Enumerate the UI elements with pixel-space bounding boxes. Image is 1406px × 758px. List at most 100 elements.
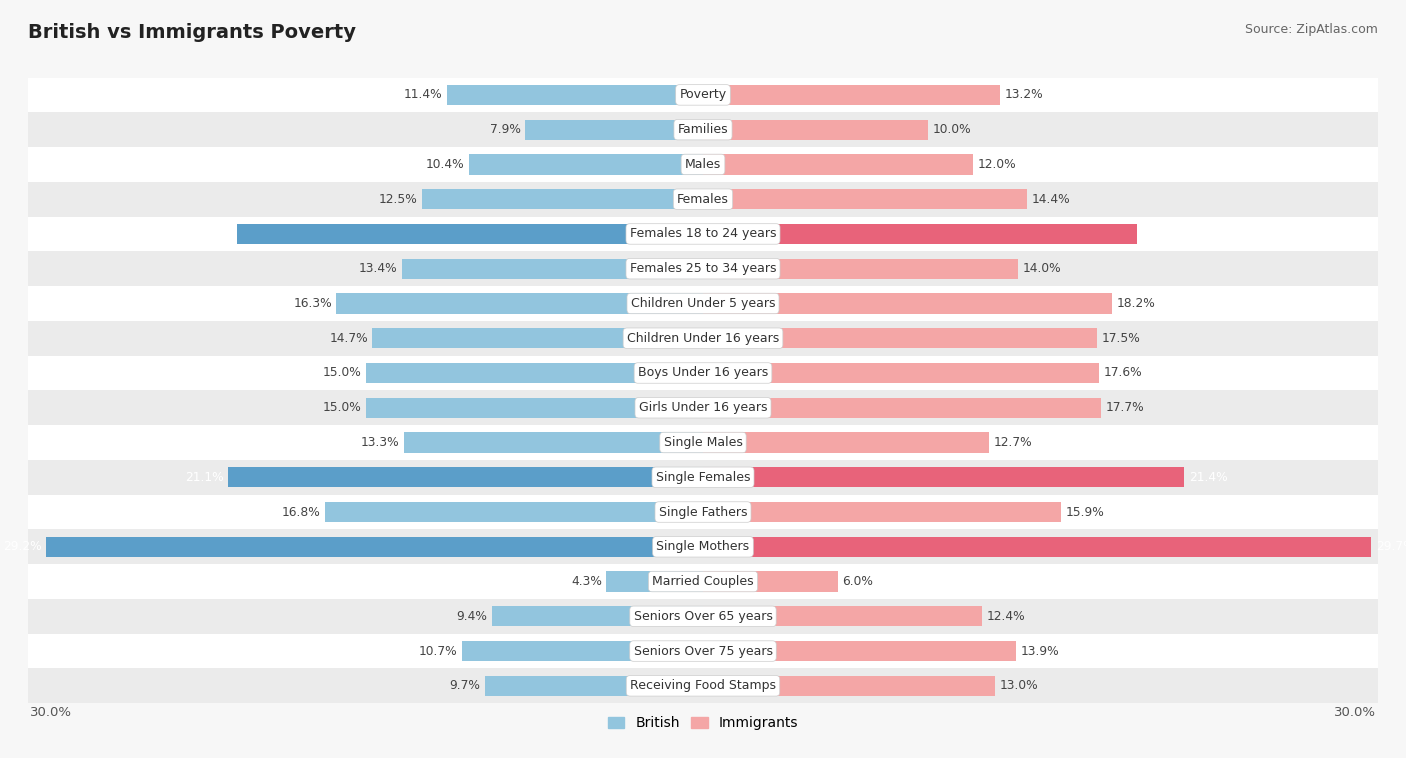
- Bar: [703, 85, 1000, 105]
- Text: 13.4%: 13.4%: [359, 262, 396, 275]
- Bar: [28, 599, 1378, 634]
- Text: 15.0%: 15.0%: [322, 366, 361, 380]
- Bar: [28, 564, 1378, 599]
- Bar: [703, 363, 1099, 383]
- Text: 12.0%: 12.0%: [977, 158, 1017, 171]
- Bar: [325, 502, 703, 522]
- Text: 12.5%: 12.5%: [378, 193, 418, 205]
- Text: 21.1%: 21.1%: [186, 471, 224, 484]
- Bar: [703, 293, 1112, 314]
- Bar: [366, 398, 703, 418]
- Bar: [28, 529, 1378, 564]
- Text: 15.9%: 15.9%: [1066, 506, 1104, 518]
- Text: Poverty: Poverty: [679, 89, 727, 102]
- Bar: [703, 155, 973, 174]
- Text: 13.0%: 13.0%: [1000, 679, 1039, 692]
- Text: 12.4%: 12.4%: [987, 609, 1025, 623]
- Bar: [238, 224, 703, 244]
- Bar: [28, 390, 1378, 425]
- Bar: [28, 425, 1378, 460]
- Text: 17.5%: 17.5%: [1101, 332, 1140, 345]
- Text: 14.0%: 14.0%: [1022, 262, 1062, 275]
- Bar: [422, 189, 703, 209]
- Text: 20.7%: 20.7%: [194, 227, 233, 240]
- Bar: [28, 356, 1378, 390]
- Text: Single Fathers: Single Fathers: [659, 506, 747, 518]
- Text: 16.8%: 16.8%: [281, 506, 321, 518]
- Text: 30.0%: 30.0%: [31, 706, 72, 719]
- Bar: [703, 502, 1060, 522]
- Bar: [703, 537, 1371, 557]
- Bar: [485, 675, 703, 696]
- Text: 14.4%: 14.4%: [1032, 193, 1070, 205]
- Bar: [28, 182, 1378, 217]
- Bar: [373, 328, 703, 349]
- Bar: [28, 286, 1378, 321]
- Bar: [703, 641, 1015, 661]
- Text: 13.3%: 13.3%: [361, 436, 399, 449]
- Text: Single Males: Single Males: [664, 436, 742, 449]
- Bar: [28, 495, 1378, 529]
- Bar: [703, 398, 1101, 418]
- Text: 21.4%: 21.4%: [1189, 471, 1227, 484]
- Bar: [463, 641, 703, 661]
- Text: 11.4%: 11.4%: [404, 89, 441, 102]
- Bar: [703, 432, 988, 453]
- Legend: British, Immigrants: British, Immigrants: [602, 711, 804, 736]
- Bar: [28, 460, 1378, 495]
- Text: Source: ZipAtlas.com: Source: ZipAtlas.com: [1244, 23, 1378, 36]
- Text: 4.3%: 4.3%: [571, 575, 602, 588]
- Text: Females 18 to 24 years: Females 18 to 24 years: [630, 227, 776, 240]
- Bar: [703, 572, 838, 592]
- Bar: [336, 293, 703, 314]
- Bar: [366, 363, 703, 383]
- Bar: [46, 537, 703, 557]
- Text: Seniors Over 65 years: Seniors Over 65 years: [634, 609, 772, 623]
- Text: 9.7%: 9.7%: [450, 679, 481, 692]
- Text: Families: Families: [678, 124, 728, 136]
- Text: 13.2%: 13.2%: [1004, 89, 1043, 102]
- Bar: [492, 606, 703, 626]
- Bar: [28, 669, 1378, 703]
- Text: 10.4%: 10.4%: [426, 158, 464, 171]
- Text: Females: Females: [678, 193, 728, 205]
- Bar: [703, 606, 981, 626]
- Text: 16.3%: 16.3%: [294, 297, 332, 310]
- Text: 14.7%: 14.7%: [329, 332, 368, 345]
- Bar: [28, 147, 1378, 182]
- Bar: [28, 321, 1378, 356]
- Text: 17.7%: 17.7%: [1105, 401, 1144, 415]
- Bar: [28, 634, 1378, 669]
- Bar: [228, 467, 703, 487]
- Bar: [703, 675, 995, 696]
- Text: 9.4%: 9.4%: [456, 609, 486, 623]
- Bar: [526, 120, 703, 139]
- Text: 29.7%: 29.7%: [1375, 540, 1406, 553]
- Text: Boys Under 16 years: Boys Under 16 years: [638, 366, 768, 380]
- Text: Males: Males: [685, 158, 721, 171]
- Bar: [404, 432, 703, 453]
- Text: 12.7%: 12.7%: [993, 436, 1032, 449]
- Text: Married Couples: Married Couples: [652, 575, 754, 588]
- Text: 17.6%: 17.6%: [1104, 366, 1142, 380]
- Bar: [703, 189, 1026, 209]
- Bar: [28, 112, 1378, 147]
- Text: Children Under 16 years: Children Under 16 years: [627, 332, 779, 345]
- Bar: [447, 85, 703, 105]
- Text: 7.9%: 7.9%: [489, 124, 520, 136]
- Bar: [606, 572, 703, 592]
- Text: Children Under 5 years: Children Under 5 years: [631, 297, 775, 310]
- Text: Single Mothers: Single Mothers: [657, 540, 749, 553]
- Text: Single Females: Single Females: [655, 471, 751, 484]
- Bar: [28, 252, 1378, 286]
- Text: 10.0%: 10.0%: [932, 124, 972, 136]
- Text: Seniors Over 75 years: Seniors Over 75 years: [634, 644, 772, 657]
- Text: 18.2%: 18.2%: [1116, 297, 1156, 310]
- Text: 10.7%: 10.7%: [419, 644, 458, 657]
- Bar: [470, 155, 703, 174]
- Bar: [703, 328, 1097, 349]
- Bar: [703, 224, 1137, 244]
- Bar: [28, 77, 1378, 112]
- Bar: [28, 217, 1378, 252]
- Text: 6.0%: 6.0%: [842, 575, 873, 588]
